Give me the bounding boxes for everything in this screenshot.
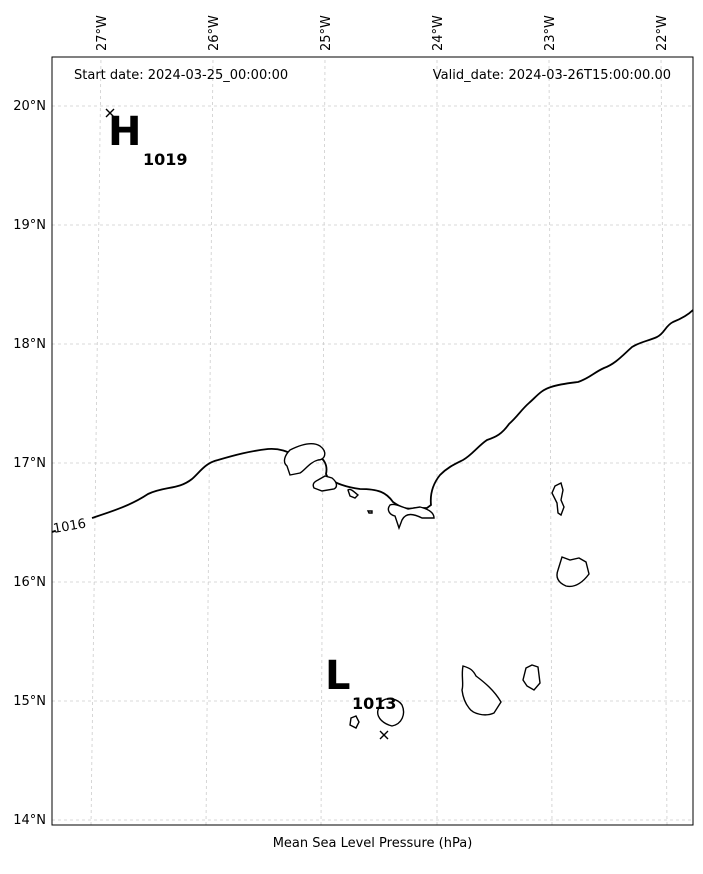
lon-tick-label: 22°W [655, 15, 670, 51]
low-pressure-center: L 1013 [325, 653, 397, 740]
lat-tick-label: 20°N [13, 99, 46, 114]
meridian-25w [320, 56, 326, 826]
island-fogo [377, 698, 405, 727]
meridian-23w [548, 56, 553, 826]
latitude-axis: 20°N 19°N 18°N 17°N 16°N 15°N 14°N [13, 99, 46, 828]
map-caption: Mean Sea Level Pressure (hPa) [272, 836, 473, 851]
isobar-label: 1016 [52, 516, 87, 537]
low-symbol: L [325, 653, 351, 699]
island-santo-antao [283, 443, 326, 476]
island-santa-luzia [347, 488, 360, 499]
low-center-cross-icon [379, 730, 389, 740]
meridian-26w [205, 56, 214, 826]
isobar-line-dashed [51, 529, 59, 533]
map-frame [51, 56, 694, 826]
island-sao-vicente [312, 475, 338, 492]
lon-tick-label: 25°W [319, 15, 334, 51]
lon-tick-label: 26°W [207, 15, 222, 51]
lon-tick-label: 27°W [95, 15, 110, 51]
island-sal [551, 481, 565, 517]
coastlines [283, 443, 590, 729]
lon-tick-label: 24°W [431, 15, 446, 51]
lat-tick-label: 18°N [13, 337, 46, 352]
lat-tick-label: 19°N [13, 218, 46, 233]
lat-tick-label: 17°N [13, 456, 46, 471]
isobar-line [91, 309, 694, 519]
high-symbol: H [108, 109, 141, 155]
lat-tick-label: 15°N [13, 694, 46, 709]
island-boa-vista [556, 556, 590, 588]
high-pressure-center: H 1019 [105, 108, 188, 169]
island-maio [522, 664, 541, 691]
lat-tick-label: 14°N [13, 813, 46, 828]
high-center-cross-icon [105, 108, 115, 118]
meridian-22w [660, 56, 668, 826]
high-value: 1019 [143, 150, 188, 169]
graticule [52, 56, 693, 826]
start-date-label: Start date: 2024-03-25_00:00:00 [74, 68, 288, 83]
valid-date-label: Valid_date: 2024-03-26T15:00:00.00 [433, 68, 671, 83]
lat-tick-label: 16°N [13, 575, 46, 590]
meridian-27w [90, 56, 102, 826]
lon-tick-label: 23°W [543, 15, 558, 51]
longitude-axis: 27°W 26°W 25°W 24°W 23°W 22°W [95, 15, 670, 51]
island-raso [366, 510, 373, 514]
island-sao-nicolau [387, 503, 435, 531]
island-brava [349, 715, 360, 729]
island-santiago [461, 665, 502, 716]
low-value: 1013 [352, 694, 397, 713]
